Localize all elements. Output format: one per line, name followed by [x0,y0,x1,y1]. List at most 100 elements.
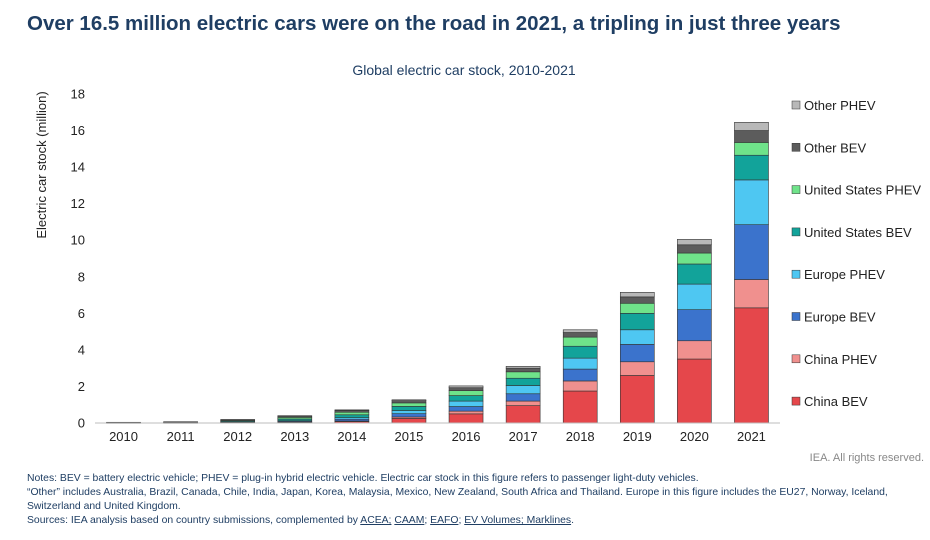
legend-label: Other BEV [804,140,866,155]
bar-segment [448,413,484,424]
bar-segment [562,336,598,347]
bar-segment [619,361,655,376]
bar-segment [619,313,655,331]
x-tick-label: 2016 [452,429,481,444]
bar-segment [220,419,256,421]
source-link-acea[interactable]: ACEA; [360,515,392,526]
bar-segment [677,252,712,265]
source-link-eafo[interactable]: EAFO [430,515,459,526]
x-tick-label: 2018 [566,429,595,444]
bar-segment [734,142,769,156]
bar-segment [391,400,427,404]
bar-segment [619,296,655,304]
chart: Global electric car stock, 2010-2021 Ele… [34,62,921,444]
rights-notice: IEA. All rights reserved. [809,452,924,464]
bar-segment [505,393,541,402]
bar-segment [448,410,484,415]
bar-segment [677,263,712,285]
bar-segment [734,179,769,225]
bar-segment [619,344,655,363]
sources-separator: ; [424,515,431,526]
bar-segment [734,130,769,143]
y-tick-label: 16 [71,123,85,138]
bar-segment [562,390,598,424]
bar-segment [448,385,484,389]
legend-swatch [791,354,801,364]
bar-segment [562,368,598,382]
y-tick-label: 0 [78,416,85,431]
bar-segment [391,413,427,418]
bar-segment [677,358,712,424]
x-tick-label: 2010 [109,429,138,444]
bar-segment [448,395,484,402]
bar-segment [734,122,769,131]
x-tick-label: 2017 [509,429,538,444]
x-tick-label: 2014 [337,429,366,444]
source-link-ev-volumes-marklines[interactable]: EV Volumes; Marklines [464,515,572,526]
legend-swatch [791,396,801,406]
legend-swatch [791,185,801,194]
bar-segment [562,380,598,392]
bar-segment [619,375,655,424]
legend-label: China PHEV [804,352,877,367]
y-axis: 0 2 4 6 8 10 12 14 16 18 [71,87,85,431]
bar-segment [334,409,370,411]
bar-segment [619,292,655,298]
x-tick-label: 2011 [167,429,195,444]
y-tick-label: 4 [78,342,85,357]
bar-segment [562,357,598,370]
sources-separator: ; [458,515,465,526]
bar-segment [734,154,769,181]
bar-segment [677,244,712,254]
page-headline: Over 16.5 million electric cars were on … [27,12,841,35]
source-link-caam[interactable]: CAAM [394,515,425,526]
bar-segment [334,411,370,416]
legend-label: United States PHEV [804,183,921,198]
legend-label: United States BEV [804,225,912,240]
x-axis: 2010 2011 2012 2013 2014 2015 2016 2017 2018 2019… [109,429,766,444]
bar-segment [448,406,484,412]
legend-label: China BEV [804,394,868,409]
bar-segment [734,224,769,280]
legend-swatch [791,269,801,279]
bar-segment [391,399,427,402]
bar-segment [334,414,370,418]
notes-line-2: “Other” includes Australia, Brazil, Cana… [27,487,888,512]
sources-suffix: . [571,515,574,526]
x-tick-label: 2013 [280,429,309,444]
legend-label: Europe PHEV [804,267,885,282]
sources-prefix: Sources: IEA analysis based on country s… [27,515,361,526]
bar-segment [562,332,598,338]
bar-segment [734,279,769,309]
bar-segment [163,421,198,423]
bar-segment [734,307,769,424]
legend-swatch [791,100,801,110]
bar-segment [619,329,655,345]
bars [106,122,769,424]
bar-segment [277,415,313,417]
x-tick-label: 2012 [223,429,252,444]
notes-block: Notes: BEV = battery electric vehicle; P… [27,472,917,528]
legend-swatch [791,227,801,237]
x-tick-label: 2015 [394,429,423,444]
bar-segment [505,385,541,395]
legend: Other PHEV Other BEV United States PHEV Uni… [791,98,921,409]
bar-segment [391,406,427,411]
bar-segment [448,400,484,407]
bar-segment [391,410,427,414]
y-tick-label: 2 [78,379,85,394]
bar-segment [505,405,541,424]
bar-segment [505,377,541,386]
y-tick-label: 12 [71,196,85,211]
legend-swatch [791,143,801,152]
legend-swatch [791,312,801,321]
x-tick-label: 2019 [623,429,652,444]
bar-segment [391,418,427,424]
y-axis-title: Electric car stock (million) [34,91,49,238]
bar-segment [505,400,541,406]
legend-label: Europe BEV [804,310,876,325]
x-tick-label: 2021 [737,429,766,444]
bar-segment [391,402,427,407]
chart-subtitle: Global electric car stock, 2010-2021 [352,62,576,78]
bar-segment [677,239,712,246]
